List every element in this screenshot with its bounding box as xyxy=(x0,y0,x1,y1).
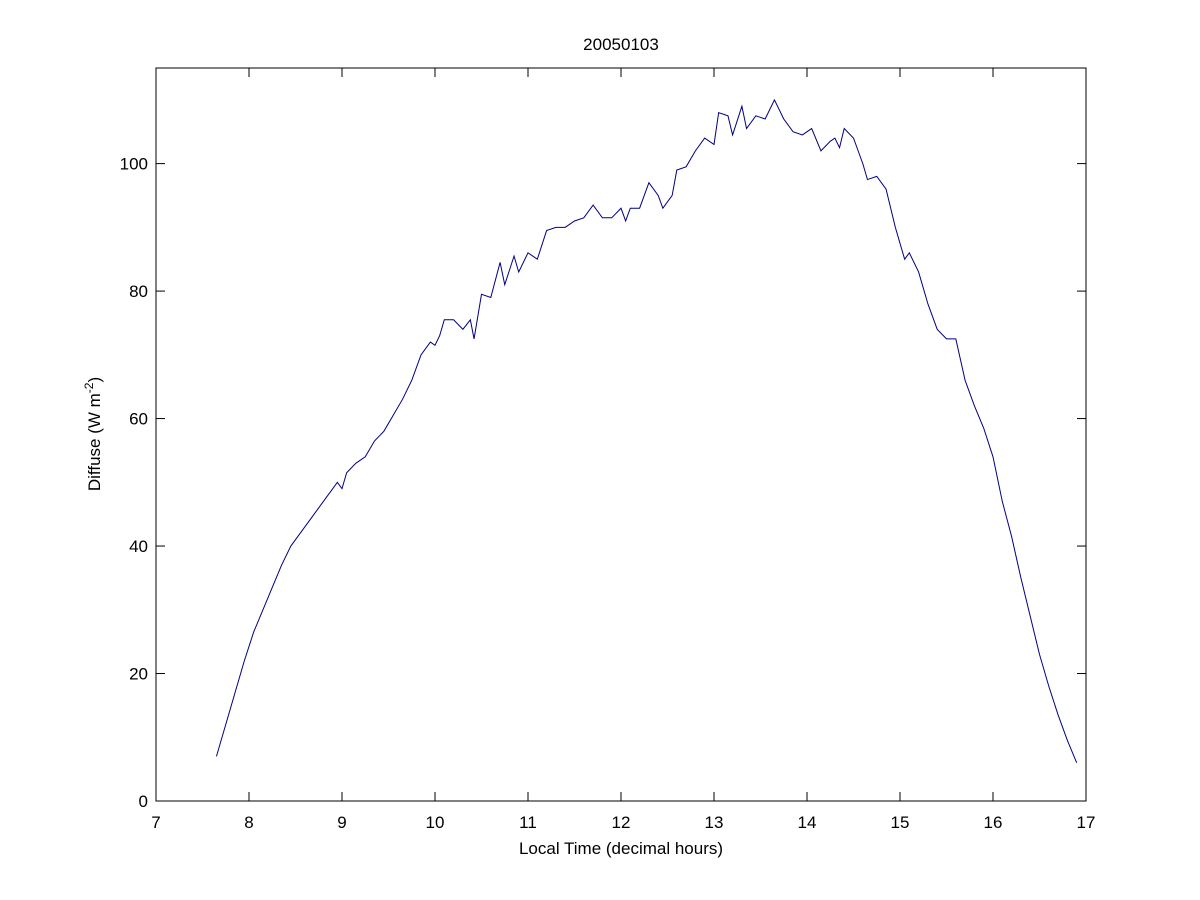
x-tick-label: 16 xyxy=(984,813,1003,832)
data-line xyxy=(215,98,1078,763)
x-axis-label: Local Time (decimal hours) xyxy=(519,839,723,858)
y-axis-label: Diffuse (W m-2) xyxy=(82,377,104,491)
y-tick-label: 80 xyxy=(129,282,148,301)
x-tick-label: 11 xyxy=(519,813,537,832)
y-tick-label: 20 xyxy=(129,665,148,684)
x-tick-label: 14 xyxy=(798,813,817,832)
x-tick-label: 8 xyxy=(244,813,253,832)
x-tick-label: 17 xyxy=(1077,813,1096,832)
chart-title: 20050103 xyxy=(583,35,659,54)
x-tick-label: 10 xyxy=(426,813,445,832)
y-tick-label: 100 xyxy=(120,155,148,174)
y-label-text: Diffuse (W m xyxy=(85,393,104,491)
x-tick-label: 12 xyxy=(612,813,631,832)
x-tick-label: 9 xyxy=(337,813,346,832)
x-tick-label: 7 xyxy=(151,813,160,832)
y-tick-label: 0 xyxy=(139,792,148,811)
y-tick-label: 40 xyxy=(129,537,148,556)
y-tick-label: 60 xyxy=(129,410,148,429)
x-tick-label: 13 xyxy=(705,813,724,832)
y-label-end: ) xyxy=(85,377,104,383)
x-tick-label: 15 xyxy=(891,813,910,832)
y-label-sup: -2 xyxy=(82,382,96,393)
